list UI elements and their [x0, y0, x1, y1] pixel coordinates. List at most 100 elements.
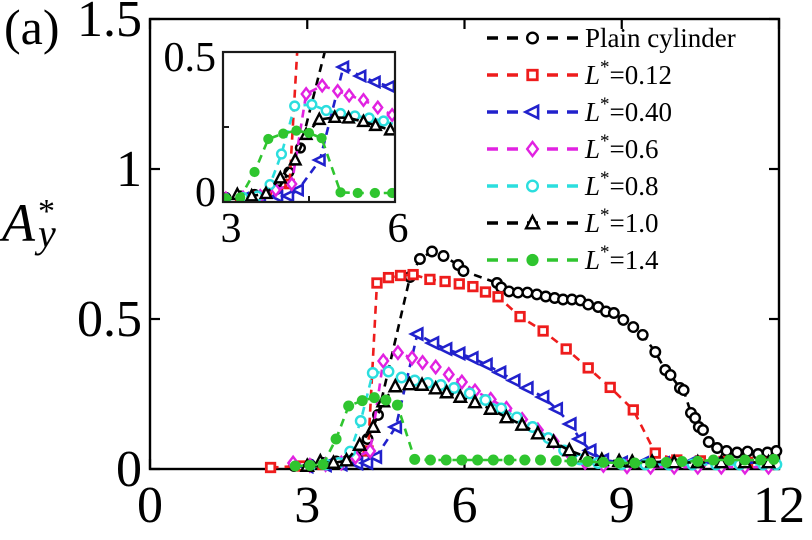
marker-circle-filled	[289, 460, 301, 472]
legend-entry-l-0-40: L*=0.40	[487, 94, 672, 127]
marker-triangle-up-open	[427, 379, 444, 395]
marker-circle-open	[396, 122, 405, 131]
marker-circle-open	[384, 0, 393, 2]
marker-circle-filled	[391, 399, 403, 411]
marker-square-open	[453, 278, 465, 290]
marker-diamond-open	[405, 349, 419, 367]
marker-triangle-left-open	[289, 182, 305, 198]
marker-triangle-left-open	[581, 442, 597, 458]
x-tick-label: 6	[452, 477, 478, 534]
marker-circle-open	[712, 183, 721, 192]
y-axis-label-scripts: * y	[38, 194, 56, 256]
marker-diamond-open	[429, 358, 442, 376]
marker-diamond-open	[543, 193, 552, 205]
marker-triangle-left-open	[357, 455, 374, 471]
marker-triangle-up-open	[365, 418, 382, 433]
marker-circle-open	[677, 384, 690, 397]
marker-square-open	[335, 4, 343, 12]
y-tick-label: 1	[116, 141, 142, 198]
marker-circle-open	[677, 180, 686, 189]
marker-triangle-left-open	[279, 188, 295, 202]
marker-circle-filled	[680, 188, 689, 197]
marker-circle-open	[479, 394, 492, 406]
marker-square-open	[604, 381, 616, 394]
marker-square-open	[582, 362, 594, 374]
marker-diamond-open	[455, 373, 469, 391]
marker-triangle-up-open	[368, 117, 383, 132]
marker-circle-filled	[629, 457, 641, 469]
marker-square-open	[394, 269, 407, 282]
marker-triangle-left-open	[463, 350, 479, 366]
marker-circle-filled	[263, 133, 274, 145]
marker-circle-filled	[456, 454, 468, 466]
marker-circle-filled	[291, 125, 302, 136]
marker-circle-open	[564, 49, 573, 58]
marker-circle-open	[449, 21, 458, 30]
marker-triangle-left-open	[477, 357, 493, 373]
marker-circle-filled	[613, 457, 625, 469]
marker-circle-open	[508, 28, 517, 37]
marker-triangle-left-open	[541, 188, 551, 198]
marker-diamond-open	[363, 442, 377, 460]
marker-circle-open	[366, 367, 379, 379]
marker-circle-open	[554, 42, 563, 51]
marker-circle-filled	[409, 453, 421, 465]
marker-square-open	[479, 286, 492, 298]
marker-circle-open	[537, 192, 546, 201]
marker-triangle-up-open	[540, 187, 551, 197]
inset-xtick-label: 6	[388, 206, 409, 252]
marker-circle-open	[636, 328, 649, 341]
marker-diamond-open	[723, 194, 732, 206]
legend-entry-plain-cylinder: Plain cylinder	[487, 23, 736, 53]
marker-triangle-left-open	[722, 190, 732, 200]
marker-circle-filled	[335, 187, 346, 198]
marker-circle-open	[377, 115, 390, 127]
marker-diamond-open	[376, 352, 390, 370]
marker-triangle-left-open	[505, 152, 515, 162]
marker-circle-filled	[663, 188, 672, 197]
marker-circle-open	[431, 16, 440, 25]
main-plot-area	[264, 245, 783, 476]
marker-triangle-up-open	[530, 424, 546, 440]
marker-circle-open	[525, 31, 540, 45]
marker-diamond-open	[454, 147, 463, 159]
inset-ytick-label: 0	[195, 170, 216, 216]
marker-square-open	[308, 7, 316, 15]
marker-circle-open	[575, 56, 584, 65]
marker-circle-filled	[723, 454, 735, 466]
marker-triangle-left-open	[458, 116, 468, 126]
marker-triangle-left-open	[408, 326, 424, 342]
marker-circle-open	[649, 346, 662, 358]
marker-triangle-up-open	[387, 377, 404, 393]
legend-label: Plain cylinder	[585, 23, 736, 53]
marker-circle-open	[306, 98, 318, 111]
marker-triangle-up-open	[487, 169, 498, 179]
y-axis-label-sub: y	[38, 211, 56, 256]
marker-diamond-open	[488, 169, 497, 181]
marker-circle-filled	[582, 456, 594, 467]
marker-circle-filled	[472, 454, 484, 466]
marker-circle-open	[732, 193, 741, 202]
marker-triangle-up-open	[498, 408, 515, 424]
marker-circle-filled	[550, 455, 562, 467]
marker-circle-filled	[235, 192, 246, 202]
marker-square-open	[353, 8, 361, 16]
marker-circle-filled	[535, 454, 547, 466]
legend-entry-l-0-8: L*=0.8	[487, 168, 659, 201]
marker-triangle-left-open	[522, 103, 540, 121]
marker-triangle-up-open	[545, 433, 562, 448]
marker-circle-open	[413, 253, 426, 265]
legend-label: L*=0.6	[584, 131, 659, 164]
marker-circle-filled	[352, 187, 363, 199]
marker-circle-open	[437, 250, 450, 262]
marker-circle-open	[664, 369, 677, 382]
marker-circle-open	[482, 167, 491, 176]
marker-diamond-open	[316, 77, 329, 94]
marker-circle-open	[439, 20, 448, 29]
marker-triangle-up-open	[696, 190, 707, 200]
marker-triangle-left-open	[366, 74, 381, 90]
inset-plot-area	[223, 0, 741, 206]
marker-triangle-up-open	[244, 187, 259, 202]
marker-triangle-left-open	[351, 68, 367, 84]
